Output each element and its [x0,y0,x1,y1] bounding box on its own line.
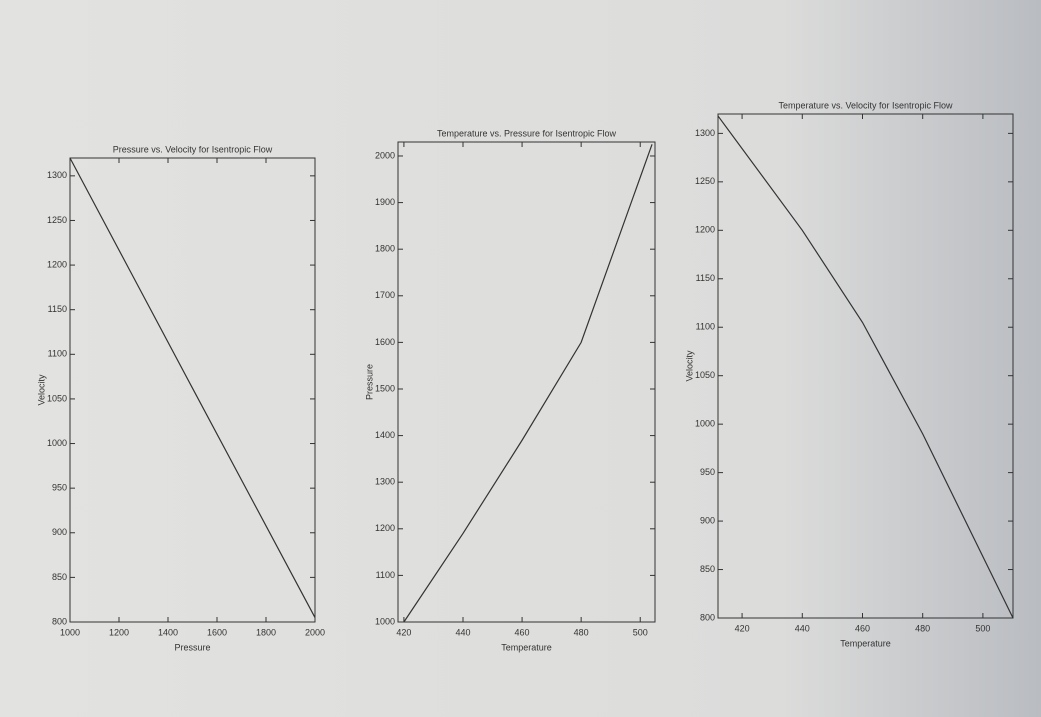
y-tick-label: 1250 [695,176,715,186]
y-axis-label: Velocity [36,374,46,406]
y-tick-label: 950 [700,467,715,477]
y-tick-label: 1100 [696,322,715,332]
y-tick-label: 1150 [48,304,67,314]
y-tick-label: 1300 [375,477,395,487]
chart-title: Temperature vs. Velocity for Isentropic … [778,100,953,110]
chart-title: Temperature vs. Pressure for Isentropic … [437,128,617,138]
y-axis-label: Pressure [364,364,374,400]
y-tick-label: 850 [700,564,715,574]
y-tick-label: 950 [52,483,67,493]
data-line [717,115,1014,619]
x-tick-label: 420 [396,627,411,637]
y-axis-label: Velocity [684,350,694,382]
y-tick-label: 1000 [695,419,715,429]
y-tick-label: 1400 [375,430,395,440]
y-tick-label: 2000 [375,150,395,160]
y-tick-label: 900 [52,527,67,537]
x-tick-label: 480 [574,627,589,637]
x-tick-label: 440 [795,623,810,633]
y-tick-label: 1600 [375,337,395,347]
x-tick-label: 480 [915,623,930,633]
y-tick-label: 1900 [375,197,395,207]
x-axis-label: Temperature [501,642,552,652]
y-tick-label: 1250 [47,215,67,225]
x-tick-label: 1400 [158,627,178,637]
y-tick-label: 800 [52,616,67,626]
y-tick-label: 1100 [376,570,395,580]
y-tick-label: 1300 [47,170,67,180]
x-tick-label: 1200 [109,627,129,637]
data-line [69,157,316,618]
y-tick-label: 1700 [375,290,395,300]
y-tick-label: 1800 [375,244,395,254]
y-tick-label: 1300 [695,128,715,138]
x-axis-label: Pressure [174,642,210,652]
chart-title: Pressure vs. Velocity for Isentropic Flo… [113,144,273,154]
x-axis-label: Temperature [840,638,891,648]
y-tick-label: 1000 [47,438,67,448]
y-tick-label: 1200 [375,523,395,533]
y-tick-label: 800 [700,612,715,622]
x-tick-label: 1000 [60,627,80,637]
x-tick-label: 1800 [256,627,276,637]
x-tick-label: 440 [455,627,470,637]
y-tick-label: 900 [700,515,715,525]
x-tick-label: 1600 [207,627,227,637]
y-tick-label: 1050 [695,370,715,380]
y-tick-label: 1200 [47,259,67,269]
y-tick-label: 1200 [695,225,715,235]
plot-frame [397,141,656,623]
y-tick-label: 1000 [375,616,395,626]
x-tick-label: 500 [633,627,648,637]
x-tick-label: 500 [975,623,990,633]
x-tick-label: 460 [855,623,870,633]
x-tick-label: 420 [735,623,750,633]
plot-frame [717,113,1014,619]
y-tick-label: 1500 [375,383,395,393]
y-tick-label: 850 [52,572,67,582]
y-tick-label: 1150 [696,273,715,283]
data-line [403,144,653,623]
y-tick-label: 1050 [47,393,67,403]
x-tick-label: 2000 [305,627,325,637]
plot-frame [69,157,316,623]
x-tick-label: 460 [515,627,530,637]
y-tick-label: 1100 [48,349,67,359]
